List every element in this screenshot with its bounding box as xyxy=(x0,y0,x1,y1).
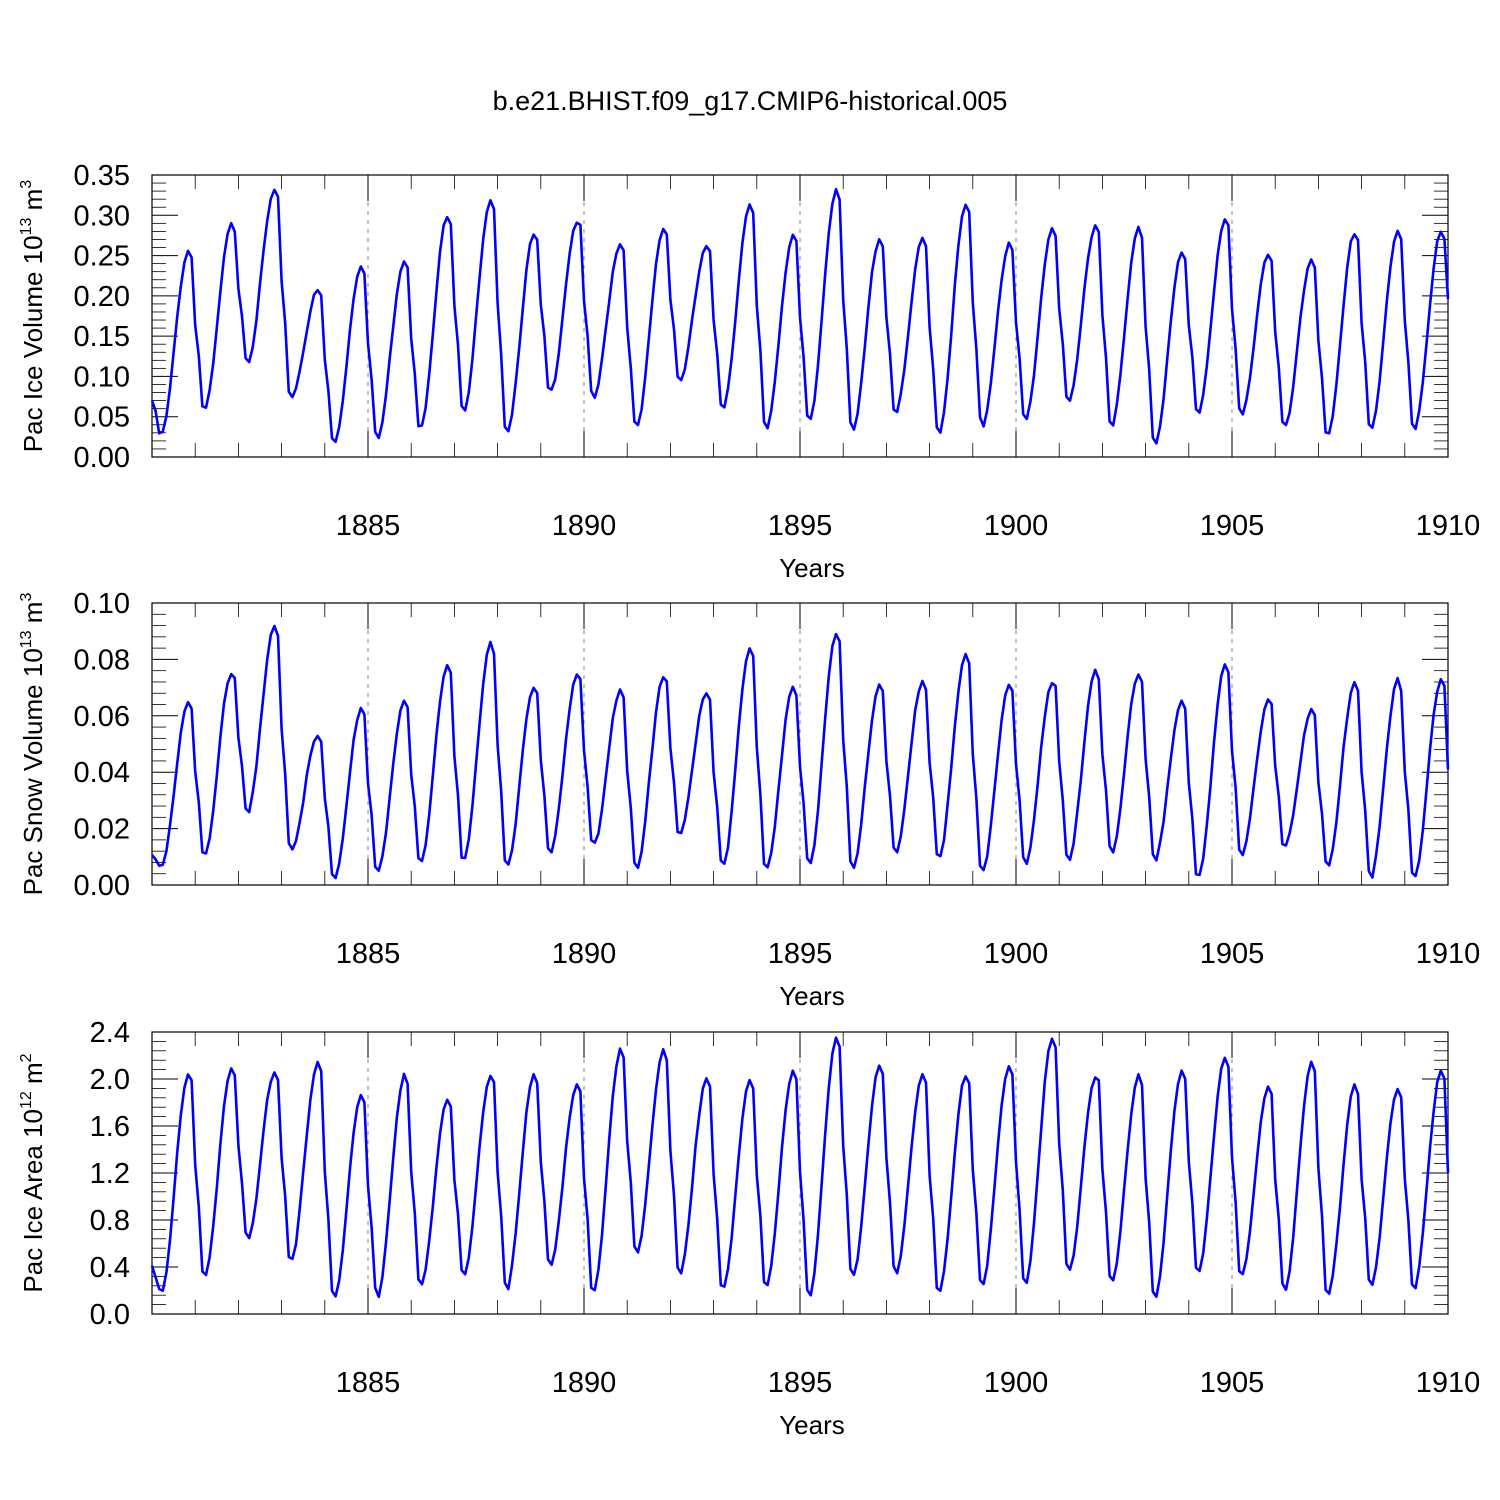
y-tick-label: 0.06 xyxy=(74,701,130,733)
x-tick-label: 1885 xyxy=(336,1367,401,1399)
series-line xyxy=(150,1036,1450,1299)
series-line xyxy=(150,187,1450,445)
x-tick-label: 1890 xyxy=(552,510,617,542)
x-tick-label: 1910 xyxy=(1416,510,1481,542)
x-tick-label: 1910 xyxy=(1416,938,1481,970)
y-tick-label: 0.02 xyxy=(74,814,130,846)
x-tick-label: 1905 xyxy=(1200,510,1265,542)
panels-group: 0.00 0.05 0.10 0.15 0.20 0.25 0.30 0.35 1885 1890… xyxy=(18,160,1480,1440)
x-tick-label: 1905 xyxy=(1200,1367,1265,1399)
y-tick-label: 0.15 xyxy=(74,321,130,353)
figure-title: b.e21.BHIST.f09_g17.CMIP6-historical.005 xyxy=(493,86,1008,116)
y-tick-label: 2.4 xyxy=(90,1017,130,1049)
y-tick-label: 0.0 xyxy=(90,1299,130,1331)
x-tick-label: 1895 xyxy=(768,938,833,970)
y-tick-label: 1.6 xyxy=(90,1111,130,1143)
x-tick-label: 1890 xyxy=(552,1367,617,1399)
x-axis-label: Years xyxy=(779,981,845,1011)
y-axis-label: Pac Ice Area 1012 m2 xyxy=(18,1053,48,1292)
y-tick-label: 0.00 xyxy=(74,870,130,902)
y-tick-label: 1.2 xyxy=(90,1158,130,1190)
y-tick-label: 0.05 xyxy=(74,402,130,434)
x-axis-label: Years xyxy=(779,553,845,583)
x-tick-label: 1895 xyxy=(768,1367,833,1399)
series-line xyxy=(150,624,1450,880)
y-tick-label: 0.04 xyxy=(74,757,130,789)
y-tick-label: 0.20 xyxy=(74,281,130,313)
y-tick-label: 0.30 xyxy=(74,200,130,232)
y-tick-label: 0.00 xyxy=(74,442,130,474)
y-tick-label: 0.8 xyxy=(90,1205,130,1237)
x-tick-label: 1910 xyxy=(1416,1367,1481,1399)
y-axis-label: Pac Ice Volume 1013 m3 xyxy=(18,180,48,453)
y-tick-label: 0.35 xyxy=(74,160,130,192)
x-tick-label: 1900 xyxy=(984,1367,1049,1399)
x-tick-label: 1905 xyxy=(1200,938,1265,970)
x-tick-label: 1900 xyxy=(984,510,1049,542)
panel-2: 0.00 0.02 0.04 0.06 0.08 0.10 1885 1890 1895 1900… xyxy=(18,588,1480,1011)
y-tick-label: 0.10 xyxy=(74,588,130,620)
x-tick-label: 1885 xyxy=(336,938,401,970)
y-tick-label: 0.08 xyxy=(74,644,130,676)
x-tick-label: 1890 xyxy=(552,938,617,970)
y-axis-label: Pac Snow Volume 1013 m3 xyxy=(18,593,48,896)
x-tick-label: 1900 xyxy=(984,938,1049,970)
y-tick-label: 0.25 xyxy=(74,241,130,273)
x-axis-label: Years xyxy=(779,1410,845,1440)
y-tick-label: 0.10 xyxy=(74,361,130,393)
y-tick-label: 0.4 xyxy=(90,1252,130,1284)
x-tick-label: 1895 xyxy=(768,510,833,542)
panel-1: 0.00 0.05 0.10 0.15 0.20 0.25 0.30 0.35 1885 1890… xyxy=(18,160,1480,583)
panel-3: 0.0 0.4 0.8 1.2 1.6 2.0 2.4 1885 1890 1895 1900 190… xyxy=(18,1017,1480,1440)
x-tick-label: 1885 xyxy=(336,510,401,542)
y-tick-label: 2.0 xyxy=(90,1064,130,1096)
